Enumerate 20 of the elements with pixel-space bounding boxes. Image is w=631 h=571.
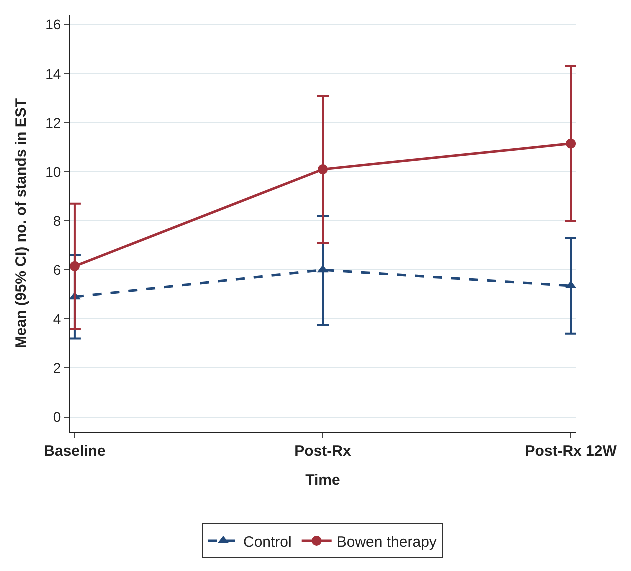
x-tick-label: Baseline: [44, 443, 106, 460]
y-axis-title: Mean (95% CI) no. of stands in EST: [12, 98, 30, 349]
y-tick-label: 2: [53, 360, 62, 376]
y-tick-label: 16: [46, 16, 62, 33]
x-tick-label: Post-Rx: [294, 443, 352, 460]
legend-label: Bowen therapy: [336, 534, 438, 551]
point: [70, 261, 80, 272]
y-tick-label: 0: [53, 409, 62, 426]
point: [566, 138, 576, 149]
y-tick-label: 4: [53, 311, 62, 328]
y-tick-label: 6: [53, 262, 62, 278]
point: [565, 281, 576, 289]
y-tick-label: 8: [53, 212, 62, 229]
x-axis-title: Time: [306, 472, 340, 489]
y-tick-label: 12: [46, 114, 62, 131]
x-tick-label: Post-Rx 12W: [525, 443, 618, 460]
y-tick-label: 14: [46, 66, 62, 82]
legend-label: Control: [244, 534, 292, 551]
point: [318, 164, 328, 175]
y-tick-label: 10: [46, 164, 62, 180]
